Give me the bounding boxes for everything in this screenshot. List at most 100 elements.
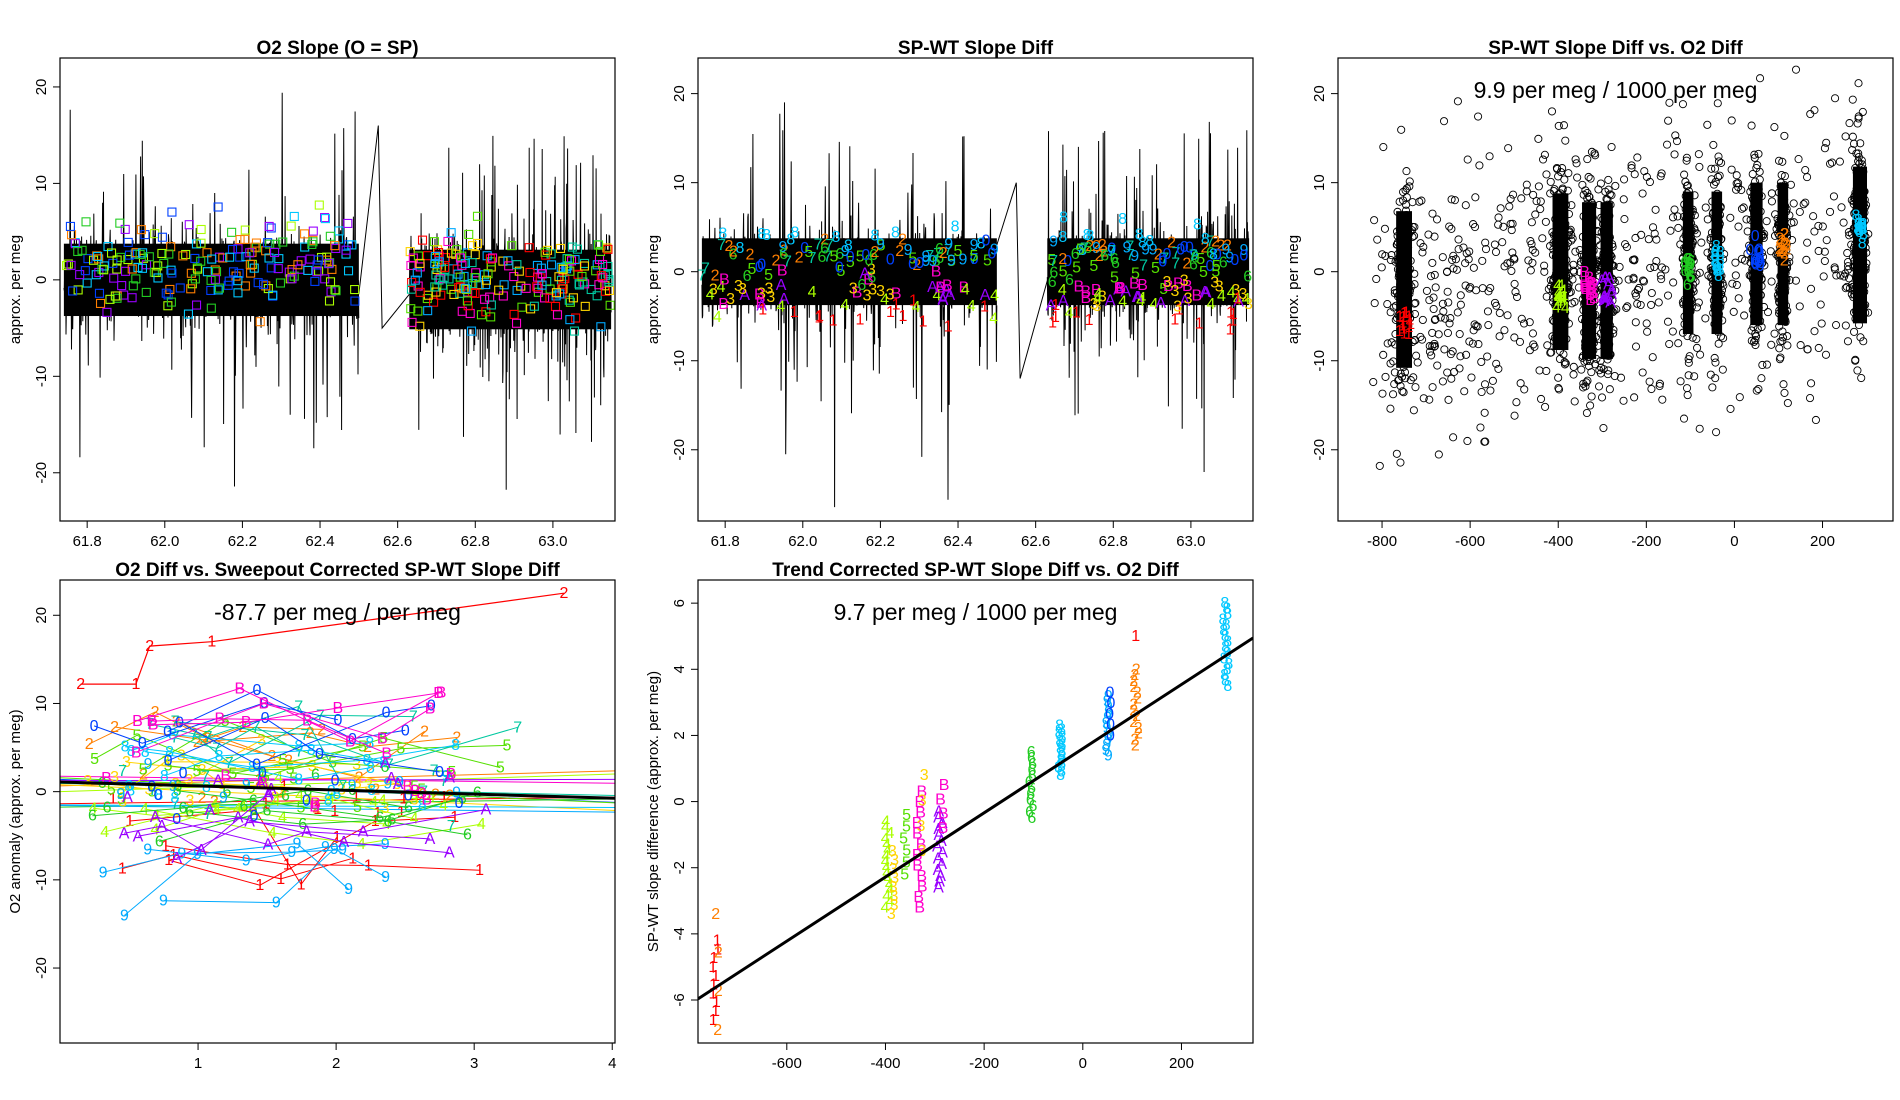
cluster-label: 0 — [1755, 244, 1764, 261]
data-label: 6 — [779, 246, 788, 263]
data-label: 3 — [1210, 275, 1219, 292]
data-point — [1427, 351, 1436, 360]
data-label: 2 — [820, 231, 829, 248]
data-point — [1477, 357, 1486, 367]
cluster-point-label: 1 — [708, 959, 717, 976]
cluster-label: 8 — [1854, 212, 1863, 229]
group-point-label: 7 — [294, 698, 303, 715]
cluster-label: 8 — [1714, 268, 1723, 285]
data-marker — [324, 258, 334, 268]
data-label: B — [1191, 287, 1202, 304]
data-label: 2 — [1154, 247, 1163, 264]
data-point — [1809, 212, 1818, 221]
data-point — [1684, 358, 1693, 367]
data-point — [1377, 263, 1386, 272]
data-label: 2 — [772, 252, 781, 269]
data-point — [1503, 311, 1512, 320]
data-label: 7 — [1080, 240, 1089, 257]
data-marker — [537, 269, 547, 279]
data-marker — [472, 211, 483, 221]
data-point — [1856, 139, 1865, 148]
data-label: 3 — [862, 287, 871, 304]
data-point — [1383, 300, 1392, 309]
data-marker — [525, 267, 535, 278]
cluster-point-label: 6 — [1027, 780, 1036, 797]
group-point-label: 5 — [148, 784, 157, 801]
group-point-label: 5 — [448, 764, 457, 781]
data-label: 5 — [856, 248, 865, 265]
data-label: 3 — [1173, 299, 1182, 316]
cluster-point-label: 3 — [918, 792, 927, 809]
data-marker — [99, 265, 109, 275]
data-label: A — [739, 287, 750, 304]
group-point-label: 5 — [289, 770, 298, 787]
data-point — [1446, 314, 1455, 323]
data-label: 1 — [814, 310, 823, 327]
data-point — [1511, 287, 1520, 297]
cluster-point-label: 3 — [889, 888, 898, 905]
data-point — [1750, 337, 1759, 346]
cluster-point-label: 8 — [1219, 612, 1228, 629]
data-point — [1836, 271, 1845, 280]
data-label: 6 — [818, 249, 827, 266]
data-label: 4 — [717, 279, 726, 296]
data-marker — [278, 237, 288, 247]
data-marker — [415, 258, 425, 268]
data-marker — [310, 276, 320, 286]
data-point — [1650, 229, 1659, 238]
data-point — [1425, 347, 1435, 356]
group-point-label: 5 — [358, 739, 367, 756]
data-marker — [213, 202, 223, 212]
data-point — [1418, 248, 1427, 257]
data-label: 5 — [983, 252, 992, 269]
cluster-label: 2 — [1781, 235, 1790, 252]
group-point-label: 2 — [197, 790, 206, 807]
group-point-label: 8 — [366, 760, 375, 777]
data-label: 2 — [1200, 240, 1209, 257]
group-point-label: 2 — [452, 729, 461, 746]
group-point-label: 4 — [410, 811, 419, 828]
data-marker — [596, 322, 606, 332]
group-point-label: 3 — [308, 758, 317, 775]
group-point-label: 3 — [403, 778, 412, 795]
y-tick-label: 20 — [33, 607, 50, 624]
group-point-label: A — [213, 773, 224, 790]
y-tick-label: 0 — [1311, 268, 1328, 276]
data-label: 5 — [970, 248, 979, 265]
data-label: 4 — [1217, 288, 1226, 305]
cluster-point-label: 4 — [882, 836, 891, 853]
cluster-label: 2 — [1782, 238, 1791, 255]
group-point-label: 4 — [210, 797, 219, 814]
data-label: 6 — [935, 250, 944, 267]
data-point — [1669, 278, 1678, 287]
data-label: B — [1129, 276, 1140, 293]
data-point — [1402, 184, 1411, 193]
group-point-label: A — [263, 787, 274, 804]
cluster-label: 0 — [1750, 251, 1759, 268]
data-marker — [81, 217, 91, 227]
data-label: 5 — [1076, 242, 1085, 259]
data-label: 4 — [1094, 286, 1103, 303]
cluster-point-label: 1 — [712, 994, 721, 1011]
data-point — [1737, 186, 1746, 195]
data-label: 7 — [814, 236, 823, 253]
cluster-point-label: 3 — [916, 818, 925, 835]
data-label: 1 — [909, 292, 918, 309]
cluster-label: 2 — [1783, 241, 1792, 258]
data-point — [1735, 393, 1744, 402]
group-point-label: 9 — [381, 836, 390, 853]
data-marker — [444, 274, 454, 284]
data-marker — [137, 263, 148, 273]
data-label: 9 — [1123, 239, 1132, 256]
data-point — [1369, 377, 1378, 387]
data-label: 0 — [982, 233, 991, 250]
overall-fit-line — [60, 780, 615, 800]
data-label: A — [776, 277, 787, 294]
data-marker — [270, 247, 280, 258]
group-point-label: 0 — [250, 808, 259, 825]
data-point — [1508, 248, 1517, 257]
cluster-label: 8 — [1858, 221, 1867, 238]
data-marker — [120, 224, 130, 234]
data-marker — [266, 263, 276, 273]
data-marker — [552, 310, 563, 320]
